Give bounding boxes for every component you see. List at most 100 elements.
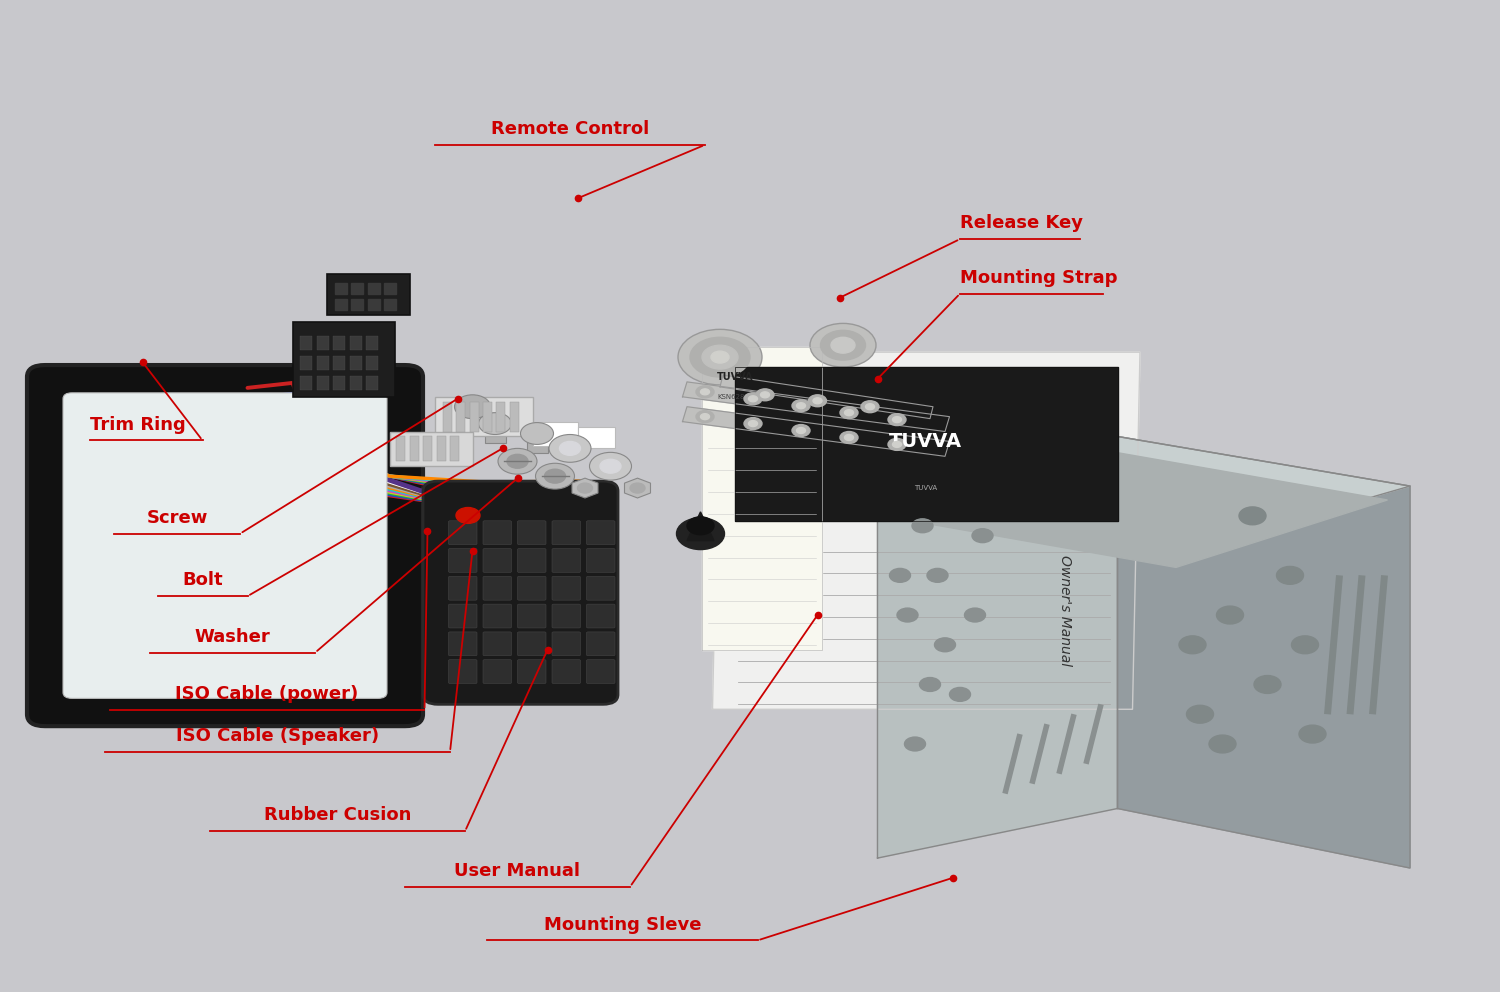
Bar [300,356,312,370]
Circle shape [1216,606,1243,624]
Bar [300,376,312,390]
Circle shape [888,414,906,426]
FancyBboxPatch shape [586,632,615,656]
FancyBboxPatch shape [423,481,618,704]
Circle shape [927,568,948,582]
Polygon shape [572,478,598,498]
FancyBboxPatch shape [448,549,477,572]
FancyBboxPatch shape [586,549,615,572]
FancyBboxPatch shape [27,365,423,726]
Text: Remote Control: Remote Control [490,120,650,138]
Circle shape [560,441,580,455]
Text: Mounting Strap: Mounting Strap [960,269,1118,287]
FancyBboxPatch shape [552,576,580,600]
Polygon shape [735,367,1118,521]
Circle shape [756,389,774,401]
Bar [292,322,394,397]
Circle shape [690,337,750,377]
Bar [368,283,380,294]
Text: Rubber Cusion: Rubber Cusion [264,806,411,824]
Circle shape [1299,725,1326,743]
Bar [368,299,380,310]
FancyBboxPatch shape [552,632,580,656]
Text: TUVVA: TUVVA [890,432,962,451]
Circle shape [700,389,709,395]
Circle shape [972,529,993,543]
FancyBboxPatch shape [518,604,546,628]
Bar [436,436,445,461]
Circle shape [748,396,758,402]
Circle shape [696,411,714,423]
Text: ISO Cable (power): ISO Cable (power) [176,685,358,703]
Bar [333,376,345,390]
Circle shape [792,425,810,436]
Circle shape [888,438,906,450]
FancyBboxPatch shape [552,521,580,545]
Bar [423,436,432,461]
Circle shape [520,423,554,444]
Circle shape [676,518,724,550]
FancyBboxPatch shape [483,632,512,656]
Circle shape [950,687,970,701]
Bar [532,422,578,446]
Circle shape [748,421,758,427]
Text: Screw: Screw [147,509,207,527]
Bar [366,376,378,390]
Bar [300,336,312,350]
FancyBboxPatch shape [483,604,512,628]
FancyBboxPatch shape [552,549,580,572]
Circle shape [1186,705,1214,723]
FancyBboxPatch shape [483,660,512,683]
Circle shape [678,329,762,385]
Bar [351,299,363,310]
Text: Washer: Washer [195,628,270,646]
FancyBboxPatch shape [483,576,512,600]
Polygon shape [720,375,933,419]
Circle shape [454,395,490,419]
FancyBboxPatch shape [552,660,580,683]
Bar [334,299,346,310]
Circle shape [840,432,858,443]
Circle shape [578,483,592,493]
Bar [316,336,328,350]
Bar [316,356,328,370]
Circle shape [831,337,855,353]
Circle shape [808,395,826,407]
Circle shape [687,517,714,535]
Circle shape [890,568,910,582]
Bar [350,356,361,370]
Bar [390,432,472,466]
Text: TUVVA: TUVVA [717,372,753,382]
Circle shape [1276,566,1304,584]
FancyBboxPatch shape [518,576,546,600]
Circle shape [744,418,762,430]
Polygon shape [900,451,1388,567]
Bar [333,336,345,350]
Circle shape [796,428,806,434]
Bar [578,427,615,448]
Text: KSN6280: KSN6280 [717,394,748,400]
Circle shape [700,414,709,420]
Polygon shape [682,382,950,432]
Circle shape [796,403,806,409]
Circle shape [912,519,933,533]
Text: User Manual: User Manual [454,862,580,880]
Text: Mounting Sleve: Mounting Sleve [543,916,700,933]
Circle shape [792,400,810,412]
Polygon shape [624,478,651,498]
Circle shape [934,638,956,652]
Circle shape [549,434,591,462]
Bar [350,376,361,390]
Polygon shape [878,436,1410,556]
Polygon shape [682,407,950,456]
FancyBboxPatch shape [483,521,512,545]
FancyBboxPatch shape [518,549,546,572]
Bar [496,402,506,432]
Circle shape [630,483,645,493]
Circle shape [744,393,762,405]
Circle shape [865,404,874,410]
Circle shape [702,345,738,369]
Circle shape [498,448,537,474]
Bar [484,422,506,443]
Bar [333,356,345,370]
